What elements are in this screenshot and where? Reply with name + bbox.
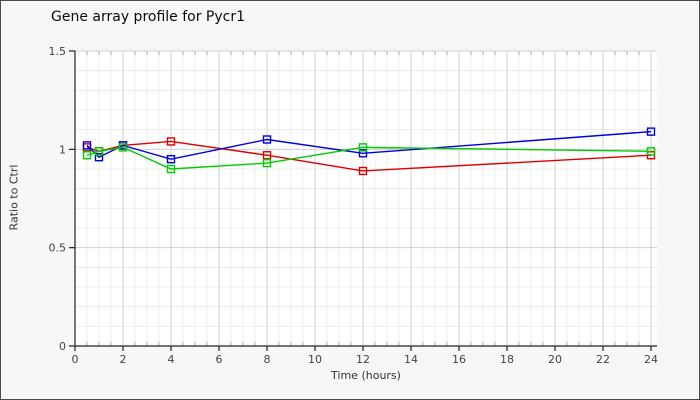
marker-green-series (118, 143, 128, 152)
x-tick-label: 6 (216, 353, 223, 366)
marker-green-series (94, 147, 104, 156)
x-tick-label: 12 (356, 353, 370, 366)
marker-blue-series (94, 152, 104, 162)
x-tick-label: 2 (120, 353, 127, 366)
x-tick-label: 14 (404, 353, 418, 366)
y-tick-label: 0 (59, 340, 66, 353)
series-line-blue-series (86, 130, 652, 160)
series-line-green-series (86, 146, 652, 170)
marker-green-series (82, 151, 92, 160)
x-tick-label: 8 (264, 353, 271, 366)
x-tick-label: 20 (548, 353, 562, 366)
plot-area (75, 51, 657, 346)
marker-blue-series (358, 149, 368, 158)
chart-title: Gene array profile for Pycr1 (51, 9, 246, 25)
marker-green-series (358, 143, 368, 152)
y-tick-label: 1 (59, 143, 66, 156)
x-tick-label: 16 (452, 353, 466, 366)
marker-blue-series (262, 135, 272, 144)
y-tick-label: 0.5 (49, 242, 67, 255)
x-tick-label: 18 (500, 353, 514, 366)
x-tick-label: 24 (644, 353, 658, 366)
y-tick-label: 1.5 (49, 45, 67, 58)
marker-blue-series (646, 127, 656, 136)
marker-blue-series (82, 141, 92, 150)
marker-green-series (166, 164, 176, 174)
x-axis-label: Time (hours) (331, 369, 401, 382)
marker-blue-series (166, 154, 176, 164)
marker-red-series (262, 151, 272, 160)
x-tick-label: 22 (596, 353, 610, 366)
x-tick-label: 0 (72, 353, 79, 366)
x-tick-label: 4 (168, 353, 175, 366)
x-tick-label: 10 (308, 353, 322, 366)
marker-green-series (646, 147, 656, 156)
marker-red-series (358, 166, 368, 176)
marker-red-series (166, 137, 176, 146)
marker-green-series (262, 158, 272, 168)
